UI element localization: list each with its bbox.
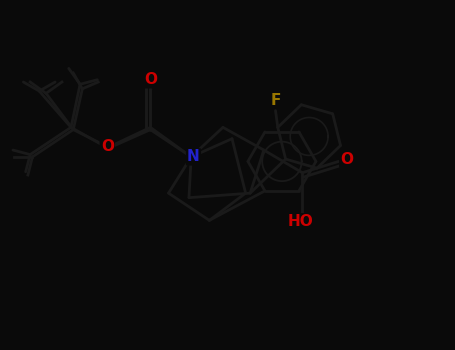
Text: HO: HO (287, 214, 313, 229)
Text: N: N (187, 149, 200, 164)
Text: O: O (144, 72, 157, 87)
Text: O: O (101, 139, 114, 154)
Text: F: F (270, 93, 281, 108)
Text: O: O (340, 152, 353, 167)
